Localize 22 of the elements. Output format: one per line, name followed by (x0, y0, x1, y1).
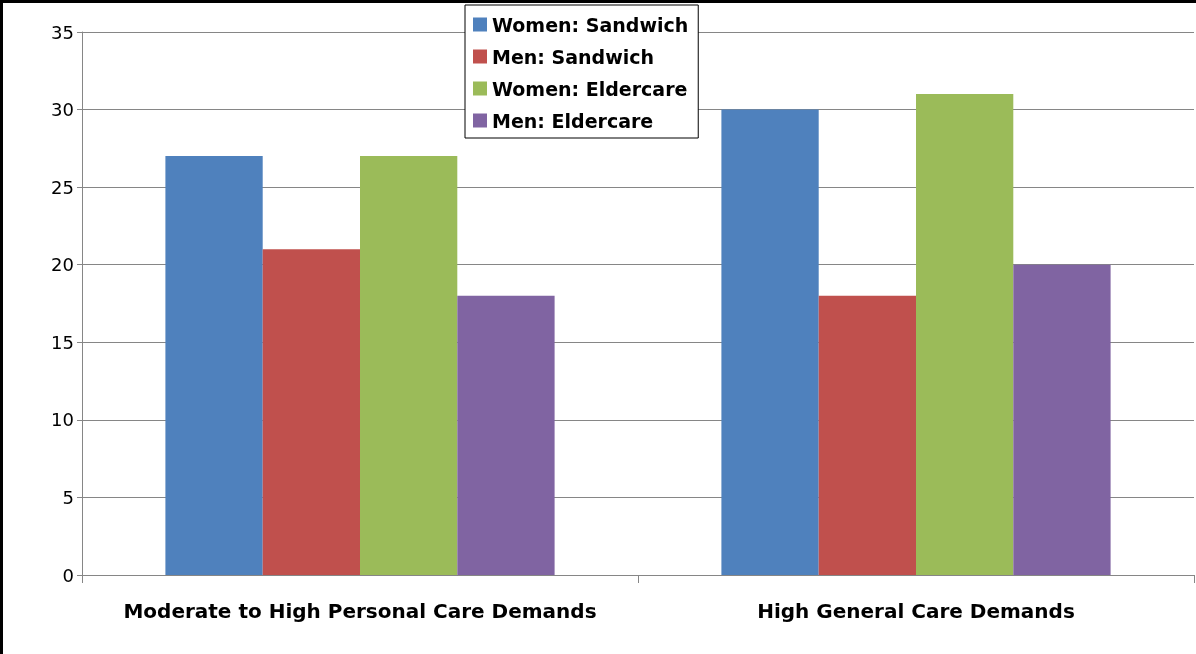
bar (165, 156, 263, 575)
y-tick-label: 0 (62, 564, 74, 586)
x-tick-label: High General Care Demands (757, 599, 1075, 623)
bar (916, 94, 1014, 575)
legend-label: Women: Sandwich (492, 13, 689, 36)
bar (721, 109, 819, 575)
y-tick-label: 5 (62, 486, 74, 508)
legend-label: Men: Sandwich (492, 45, 655, 68)
y-tick-label: 15 (51, 331, 74, 353)
y-tick-label: 30 (51, 99, 74, 121)
bar (1013, 264, 1111, 575)
y-tick-label: 35 (51, 21, 74, 43)
y-tick-label: 25 (51, 176, 74, 198)
legend-label: Men: Eldercare (492, 109, 654, 132)
legend-label: Women: Eldercare (492, 77, 688, 100)
bar (262, 249, 360, 575)
bar (457, 295, 555, 575)
y-tick-label: 10 (51, 409, 74, 431)
bar (360, 156, 458, 575)
y-tick-label: 20 (51, 254, 74, 276)
x-tick-label: Moderate to High Personal Care Demands (123, 599, 597, 623)
bar (818, 295, 916, 575)
